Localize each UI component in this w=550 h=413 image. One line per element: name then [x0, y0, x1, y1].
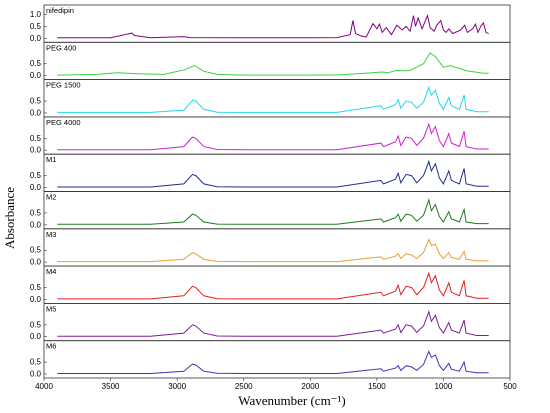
y-tick-label: 0.0 [30, 258, 42, 267]
spectrum-line-m2 [57, 198, 489, 225]
y-tick-label: 0.5 [30, 59, 42, 68]
panel-frame [43, 79, 511, 118]
x-tick-label: 4000 [35, 382, 53, 391]
x-tick-label: 1000 [435, 382, 453, 391]
panel-frame [43, 191, 511, 230]
x-axis: 4000 3500 3000 2500 2000 1500 1000 500 [35, 378, 517, 391]
panel-frame [43, 153, 511, 192]
panel-peg-4000: PEG 4000 0.0 0.5 [30, 116, 511, 155]
spectrum-line-peg-400 [57, 52, 489, 76]
y-tick-label: 0.0 [30, 146, 42, 155]
spectrum-line-peg-4000 [57, 122, 489, 151]
panel-m1: M1 0.0 0.5 [30, 153, 511, 192]
panel-frame [43, 265, 511, 304]
y-tick-label: 0.5 [30, 208, 42, 217]
panel-label: nifedipin [46, 6, 74, 15]
y-axis-label: Absorbance [2, 187, 17, 249]
panel-m2: M2 0.0 0.5 [30, 191, 511, 230]
panel-label: PEG 1500 [46, 81, 81, 90]
x-tick-label: 3500 [102, 382, 120, 391]
spectrum-line-m3 [57, 238, 489, 263]
y-tick-label: 0.0 [30, 71, 42, 80]
y-tick-label: 0.5 [30, 358, 42, 367]
panel-frame [43, 340, 511, 379]
y-tick-label: 0.5 [30, 22, 42, 31]
panel-m5: M5 0.0 0.5 [30, 302, 511, 342]
x-tick-label: 2000 [301, 382, 319, 391]
panel-frame [43, 116, 511, 155]
y-tick-label: 0.0 [30, 108, 42, 117]
spectrum-line-m6 [57, 350, 489, 374]
panel-label: M1 [46, 155, 56, 164]
y-tick-label: 0.5 [30, 283, 42, 292]
spectrum-line-nifedipin [57, 14, 489, 39]
y-tick-label: 0.5 [30, 320, 42, 329]
panel-peg-1500: PEG 1500 0.0 0.5 [30, 79, 511, 118]
y-tick-label: 0.0 [30, 34, 42, 43]
panel-frame [43, 41, 511, 80]
panel-label: PEG 4000 [46, 118, 81, 127]
panel-label: M6 [46, 342, 56, 351]
y-tick-label: 0.5 [30, 246, 42, 255]
panel-frame [43, 302, 511, 342]
chart-panels: nifedipin 0.0 0.5 1.0 PEG 400 0.0 0.5 PEG 1500 0… [30, 4, 511, 379]
y-tick-label: 0.0 [30, 183, 42, 192]
panel-m3: M3 0.0 0.5 [30, 228, 511, 267]
y-tick-label: 1.0 [30, 10, 42, 19]
y-tick-label: 0.0 [30, 220, 42, 229]
spectrum-line-m5 [57, 310, 489, 337]
x-tick-label: 3000 [168, 382, 186, 391]
y-tick-label: 0.0 [30, 370, 42, 379]
y-tick-label: 0.5 [30, 97, 42, 106]
panel-peg-400: PEG 400 0.0 0.5 [30, 41, 511, 80]
panel-m4: M4 0.0 0.5 [30, 265, 511, 304]
y-tick-label: 0.0 [30, 332, 42, 341]
panel-label: M2 [46, 193, 56, 202]
y-tick-label: 0.5 [30, 171, 42, 180]
x-axis-label: Wavenumber (cm⁻¹) [238, 393, 346, 408]
panel-frame [43, 228, 511, 267]
panel-m6: M6 0.0 0.5 [30, 340, 511, 379]
spectrum-line-peg-1500 [57, 85, 489, 113]
spectrum-line-m4 [57, 271, 489, 300]
x-tick-label: 2500 [235, 382, 253, 391]
panel-label: M4 [46, 267, 56, 276]
panel-label: M3 [46, 230, 56, 239]
y-tick-label: 0.0 [30, 295, 42, 304]
panel-label: PEG 400 [46, 43, 76, 52]
spectrum-line-m1 [57, 159, 489, 188]
panel-label: M5 [46, 304, 56, 313]
y-tick-label: 0.5 [30, 134, 42, 143]
panel-nifedipin: nifedipin 0.0 0.5 1.0 [30, 4, 511, 43]
x-tick-label: 500 [503, 382, 517, 391]
x-tick-label: 1500 [368, 382, 386, 391]
